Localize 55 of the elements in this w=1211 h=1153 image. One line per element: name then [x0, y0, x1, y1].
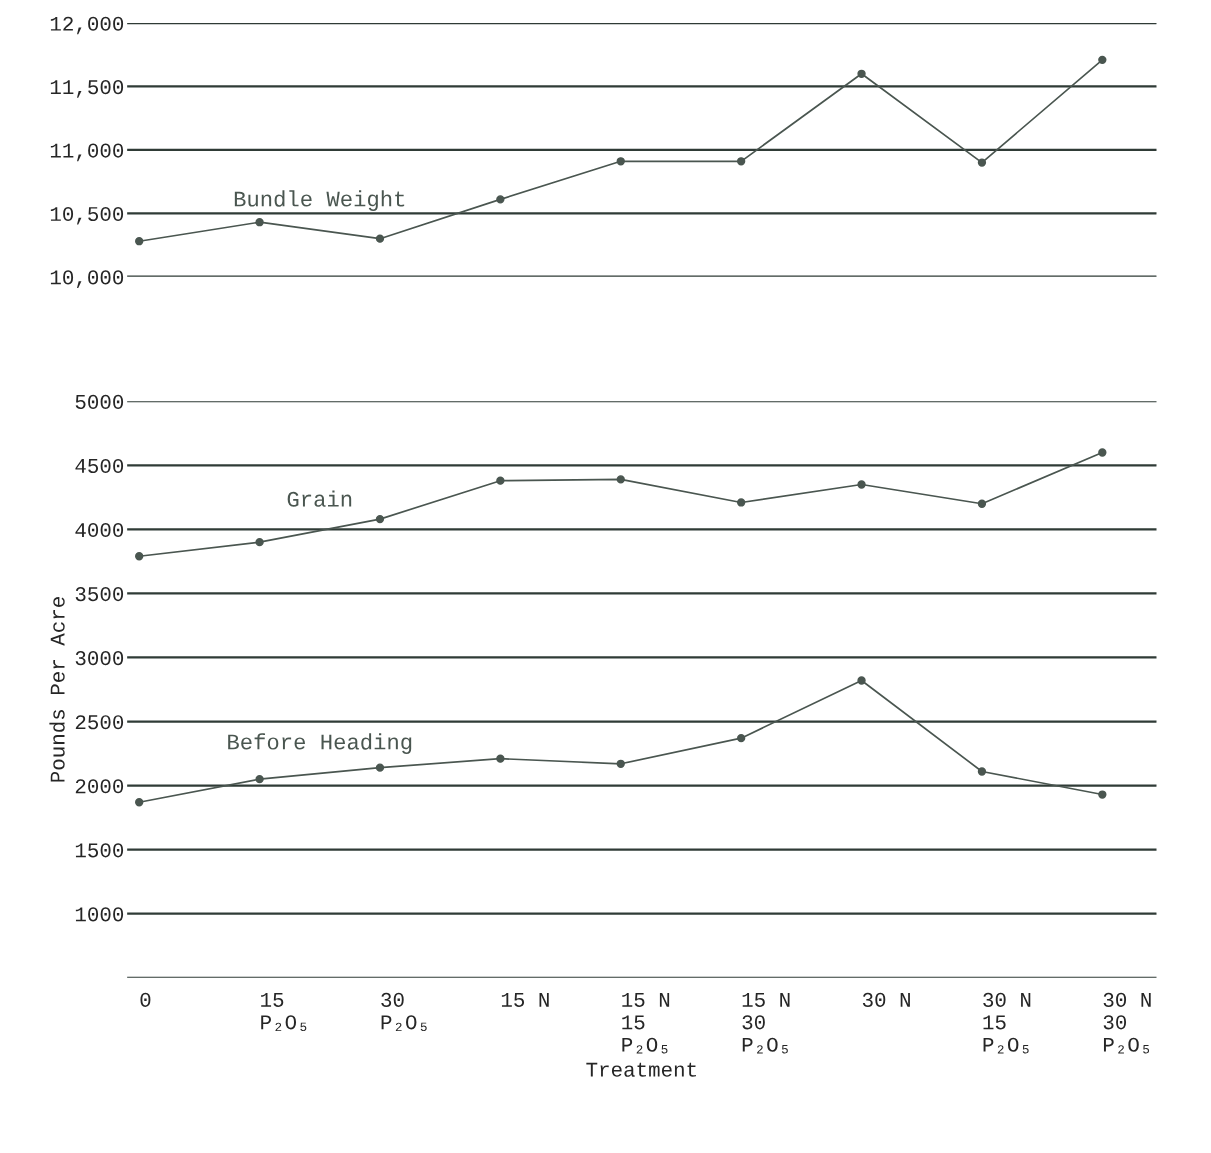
point — [977, 767, 987, 776]
point — [255, 537, 264, 547]
y-tick-label: 11,500 — [50, 80, 124, 98]
point — [375, 234, 385, 243]
x-tick-label: 30 N 30 P₂O₅ — [1103, 992, 1151, 1054]
y-tick-label: 12,000 — [50, 16, 124, 35]
point — [857, 69, 866, 78]
y-tick-label: 11,000 — [50, 143, 124, 162]
y-tick-label: 4000 — [75, 522, 124, 538]
x-tick-label: 30 P₂O₅ — [381, 992, 427, 1032]
series-label: Before Heading — [228, 733, 412, 754]
point — [616, 759, 625, 768]
point — [1098, 448, 1107, 457]
x-tick-label: 30 N — [862, 992, 910, 1007]
point — [375, 763, 385, 772]
point — [255, 775, 264, 784]
point — [736, 498, 746, 507]
point — [1098, 55, 1107, 65]
point — [135, 798, 144, 807]
y-tick-label: 2000 — [75, 779, 124, 794]
point — [736, 157, 746, 166]
x-tick-label: 15 N 30 P₂O₅ — [742, 993, 790, 1054]
y-tick-label: 1000 — [75, 907, 124, 922]
y-axis-title: Pounds Per Acre — [49, 597, 65, 782]
point — [977, 499, 987, 508]
point — [616, 475, 625, 484]
x-tick-label: 15 N 15 P₂O₅ — [622, 993, 670, 1054]
y-tick-label: 10,000 — [50, 270, 124, 288]
point — [135, 552, 144, 561]
point — [736, 734, 746, 743]
point — [255, 218, 264, 227]
point — [135, 237, 144, 246]
y-tick-label: 4500 — [75, 458, 124, 474]
x-axis-title: Treatment — [586, 1062, 696, 1077]
series-label: Grain — [287, 490, 352, 507]
x-tick-label: 0 — [140, 992, 151, 1007]
series-label: Bundle Weight — [234, 190, 405, 211]
y-tick-label: 3000 — [75, 651, 124, 666]
point — [375, 514, 385, 524]
x-tick-label: 15 N — [501, 993, 549, 1007]
point — [857, 676, 866, 685]
x-tick-label: 30 N 15 P₂O₅ — [983, 992, 1031, 1054]
x-tick-label: 15 P₂O₅ — [261, 993, 307, 1032]
point — [616, 157, 625, 166]
point — [496, 195, 505, 204]
y-tick-label: 2500 — [75, 715, 124, 730]
y-tick-label: 10,500 — [50, 206, 124, 225]
point — [496, 754, 505, 763]
y-tick-label: 5000 — [75, 394, 124, 409]
point — [977, 158, 987, 167]
y-tick-label: 1500 — [75, 843, 124, 858]
point — [1098, 790, 1107, 799]
y-tick-label: 3500 — [75, 587, 124, 602]
point — [857, 480, 866, 489]
point — [496, 476, 505, 485]
